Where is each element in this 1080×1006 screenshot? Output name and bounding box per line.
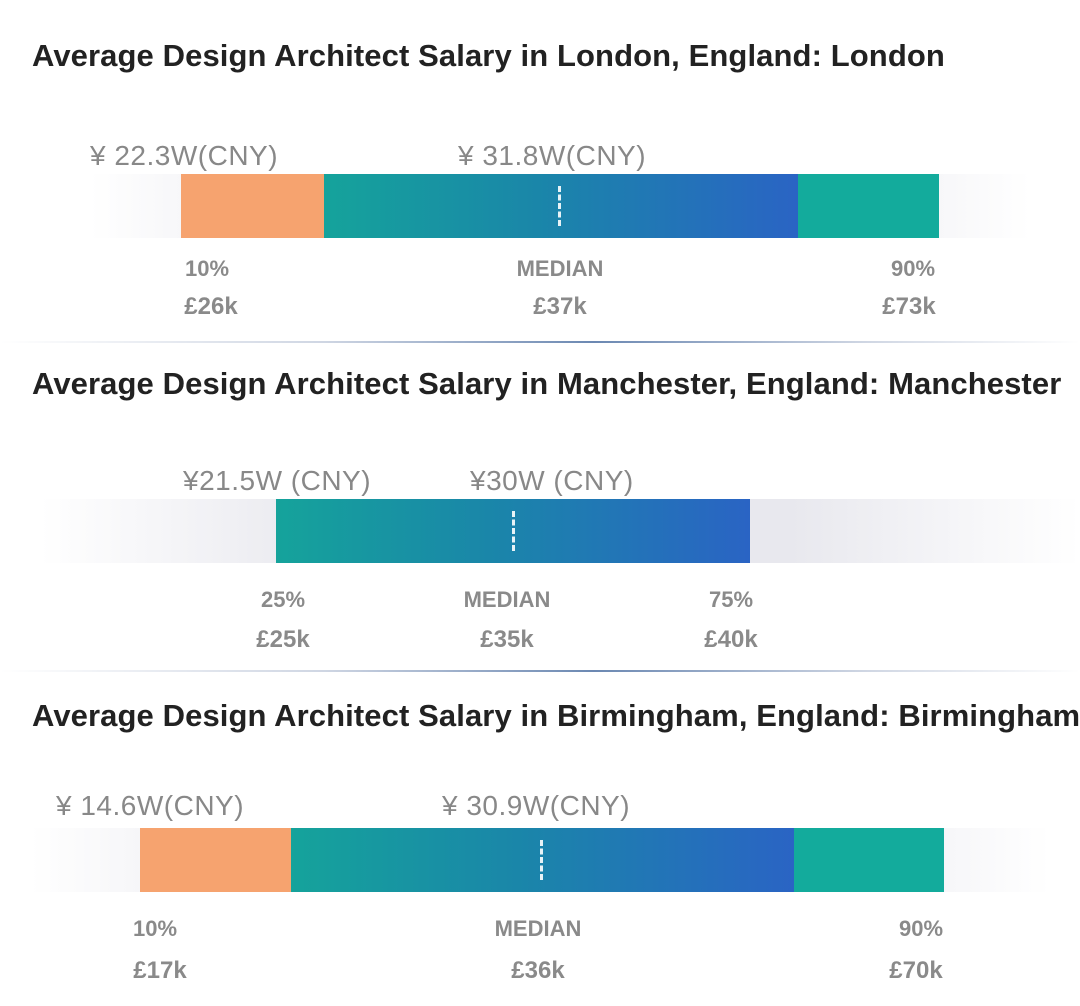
median-marker <box>558 186 561 226</box>
bar-low-segment <box>140 828 291 892</box>
percentile-label: 75% <box>708 587 754 612</box>
salary-value: £73k <box>882 293 936 320</box>
salary-value: £35k <box>480 626 534 653</box>
salary-value: £36k <box>511 957 565 984</box>
cny-low-label: ¥21.5W (CNY) <box>183 465 372 496</box>
chart-title: Average Design Architect Salary in Manch… <box>32 366 1062 401</box>
salary-value: £17k <box>133 957 187 984</box>
salary-value: £37k <box>533 293 587 320</box>
bar-high-segment <box>794 828 944 892</box>
bar-low-segment <box>181 174 324 238</box>
bar-mid-segment <box>324 174 798 238</box>
cny-median-label: ¥30W (CNY) <box>470 465 634 496</box>
percentile-label: MEDIAN <box>516 256 604 281</box>
salary-chart-london: Average Design Architect Salary in Londo… <box>0 0 1080 345</box>
percentile-label: MEDIAN <box>494 916 582 941</box>
cny-low-label: ¥ 22.3W(CNY) <box>90 140 279 171</box>
section-divider <box>0 341 1080 343</box>
chart-title: Average Design Architect Salary in Birmi… <box>32 698 1080 733</box>
salary-value: £40k <box>704 626 758 653</box>
percentile-label: 90% <box>890 256 936 281</box>
salary-value: £70k <box>889 957 943 984</box>
salary-chart-birmingham: Average Design Architect Salary in Birmi… <box>0 672 1080 1006</box>
bar-high-segment <box>798 174 939 238</box>
percentile-label: 90% <box>898 916 944 941</box>
cny-median-label: ¥ 30.9W(CNY) <box>442 790 631 821</box>
median-marker <box>512 511 515 551</box>
median-marker <box>540 840 543 880</box>
chart-title: Average Design Architect Salary in Londo… <box>32 38 945 73</box>
percentile-label: 25% <box>260 587 306 612</box>
cny-low-label: ¥ 14.6W(CNY) <box>56 790 245 821</box>
salary-chart-manchester: Average Design Architect Salary in Manch… <box>0 345 1080 670</box>
cny-median-label: ¥ 31.8W(CNY) <box>458 140 647 171</box>
salary-value: £25k <box>256 626 310 653</box>
salary-value: £26k <box>184 293 238 320</box>
percentile-label: 10% <box>132 916 178 941</box>
section-divider <box>0 670 1080 672</box>
percentile-label: 10% <box>184 256 230 281</box>
percentile-label: MEDIAN <box>463 587 551 612</box>
